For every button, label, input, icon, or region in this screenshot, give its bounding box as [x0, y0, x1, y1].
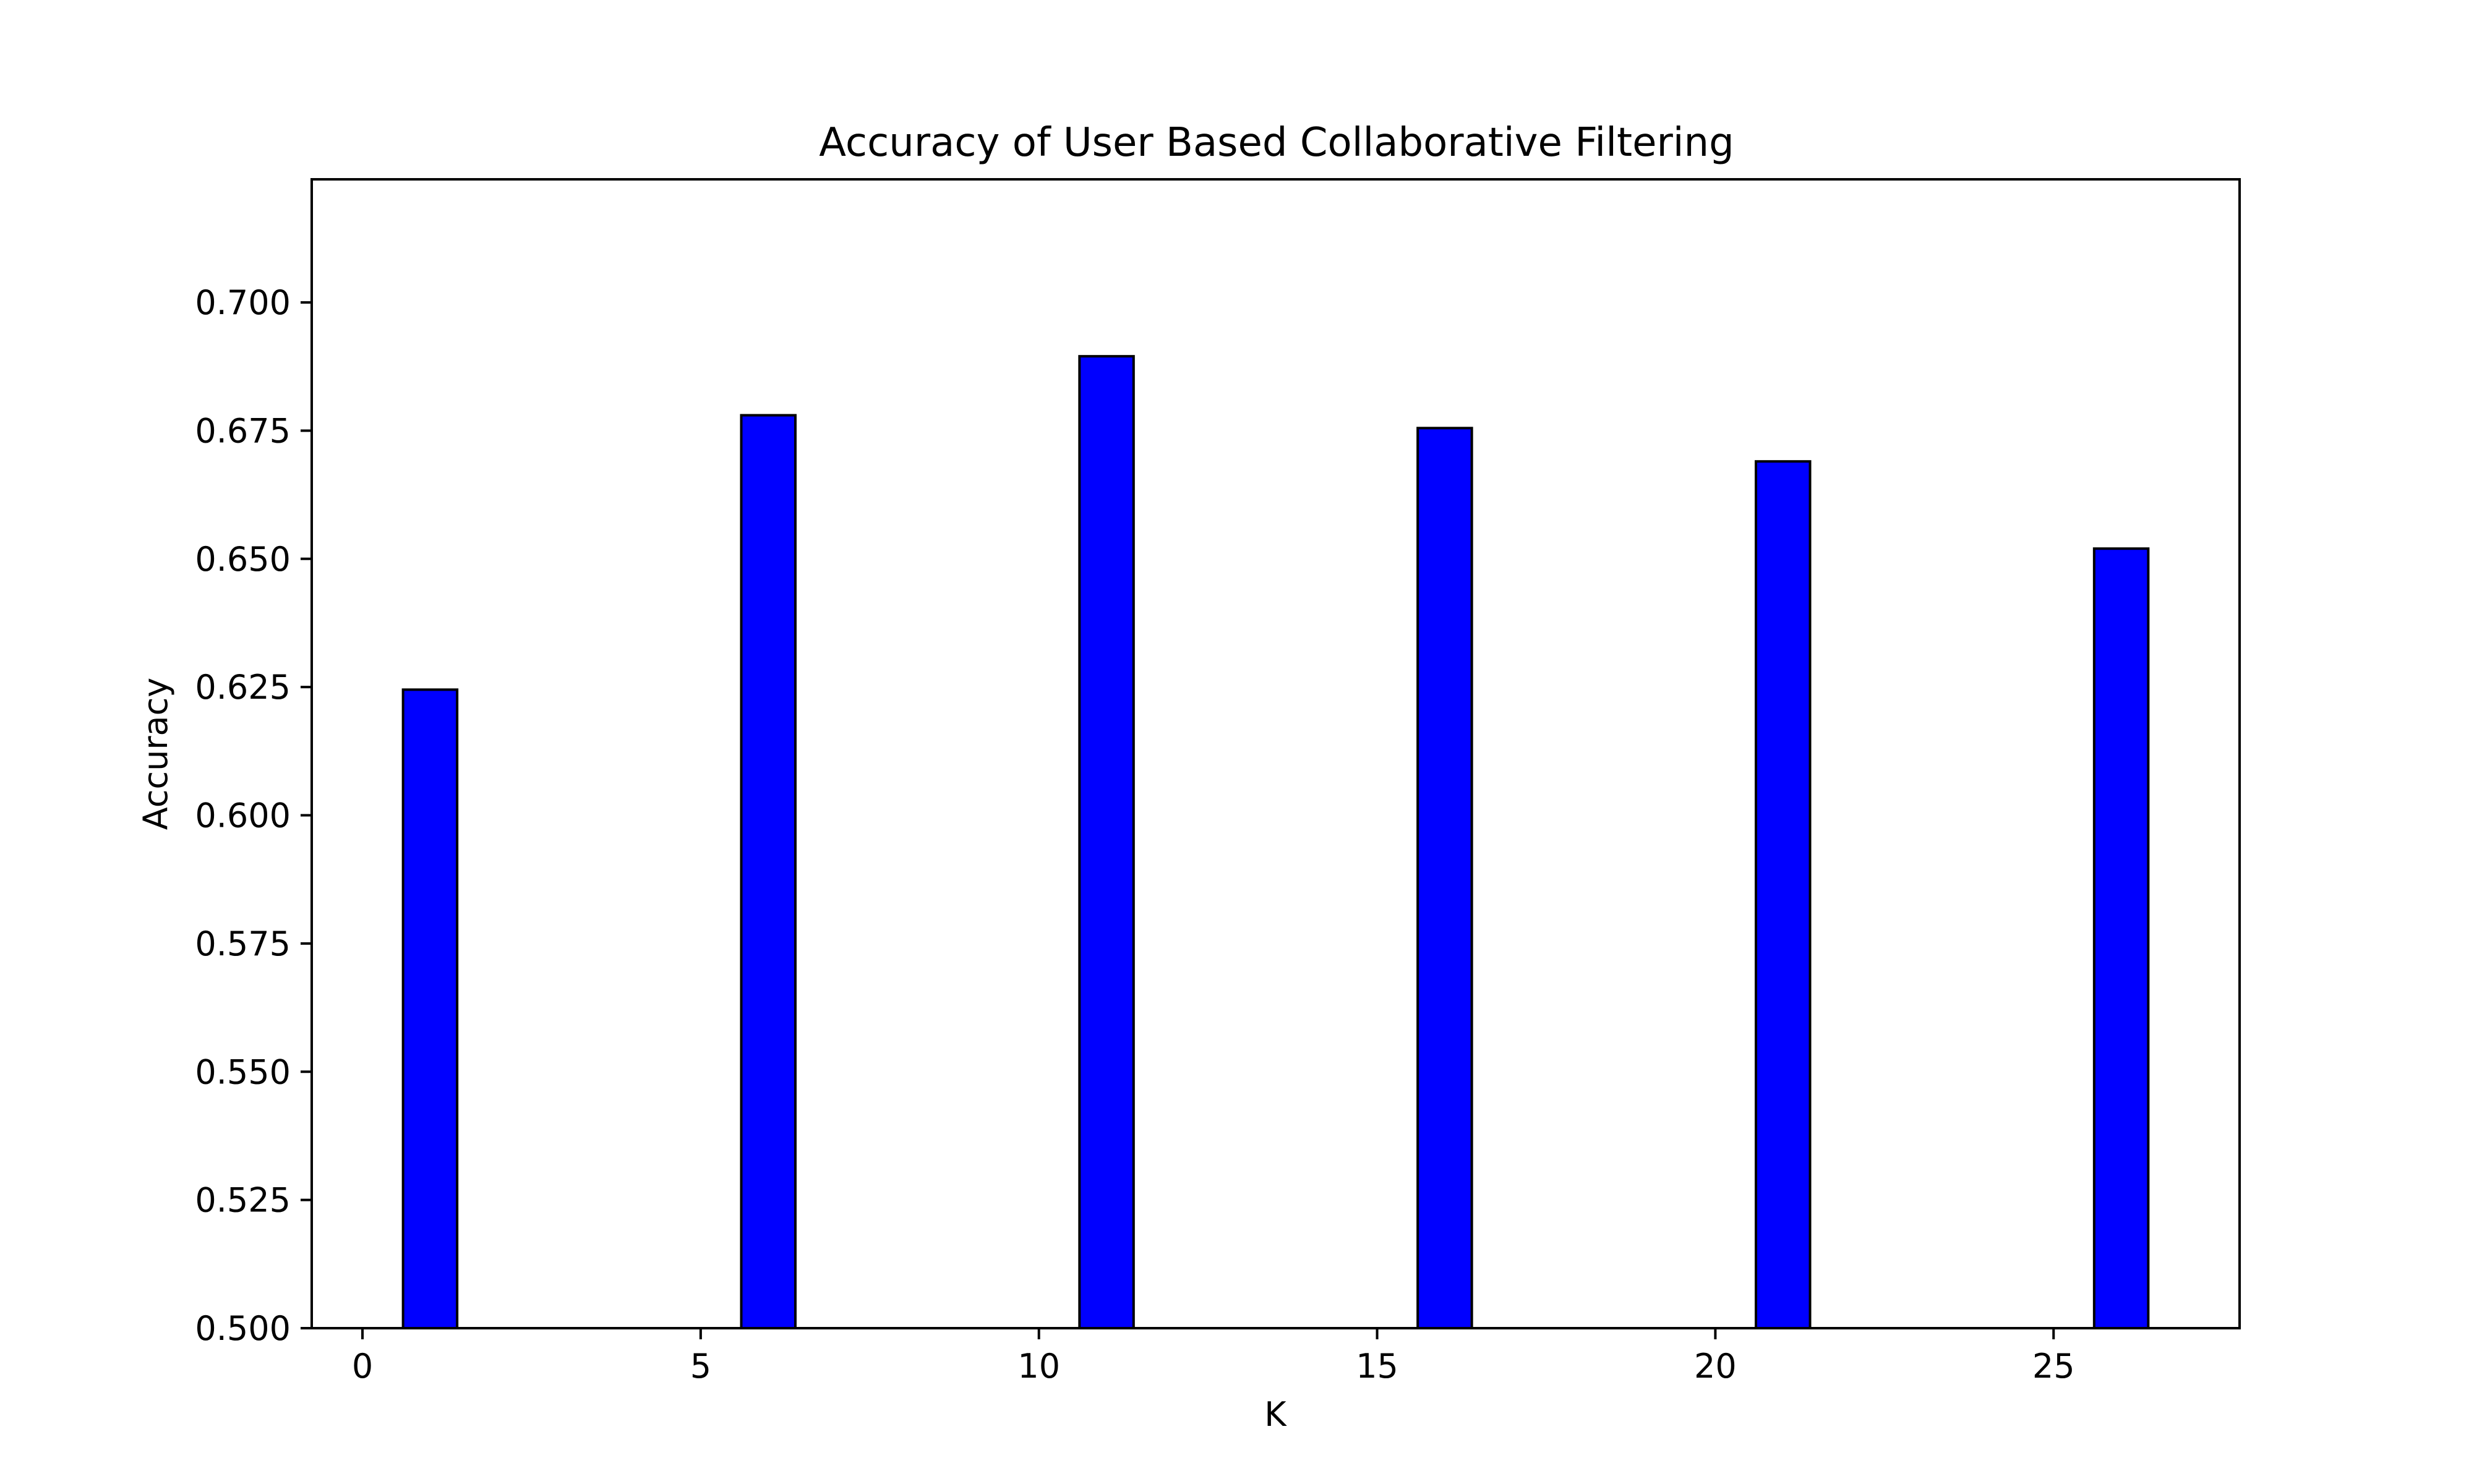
bar-k-21	[1755, 460, 1812, 1330]
x-tick-label: 10	[1017, 1347, 1060, 1386]
x-tick-label: 5	[690, 1347, 711, 1386]
y-tick-label: 0.525	[195, 1181, 291, 1220]
bar-k-1	[401, 688, 459, 1329]
bar-k-6	[740, 414, 797, 1329]
y-tick-label: 0.500	[195, 1309, 291, 1348]
x-axis-label: K	[1264, 1395, 1287, 1434]
y-tick-label: 0.575	[195, 924, 291, 963]
bar-k-16	[1416, 427, 1473, 1329]
y-tick-label: 0.650	[195, 540, 291, 579]
bar-k-11	[1078, 355, 1135, 1329]
x-tick-label: 25	[2032, 1347, 2075, 1386]
bars-layer	[401, 355, 2150, 1330]
y-tick-label: 0.675	[195, 411, 291, 450]
y-axis-ticks: 0.500 0.525 0.550 0.575 0.600 0.625 0.650 0.675…	[195, 283, 312, 1348]
x-tick-label: 20	[1694, 1347, 1737, 1386]
x-axis-ticks: 0 5 10 15 20 25	[352, 1328, 2075, 1386]
y-tick-label: 0.625	[195, 668, 291, 707]
y-axis-label: Accuracy	[136, 678, 175, 830]
plot-frame	[310, 178, 2241, 1329]
chart-title: Accuracy of User Based Collaborative Fil…	[819, 120, 1734, 166]
x-tick-label: 15	[1356, 1347, 1398, 1386]
y-tick-label: 0.700	[195, 283, 291, 322]
y-tick-label: 0.550	[195, 1052, 291, 1091]
x-tick-label: 0	[352, 1347, 373, 1386]
y-tick-label: 0.600	[195, 796, 291, 835]
bar-k-26	[2092, 547, 2150, 1330]
